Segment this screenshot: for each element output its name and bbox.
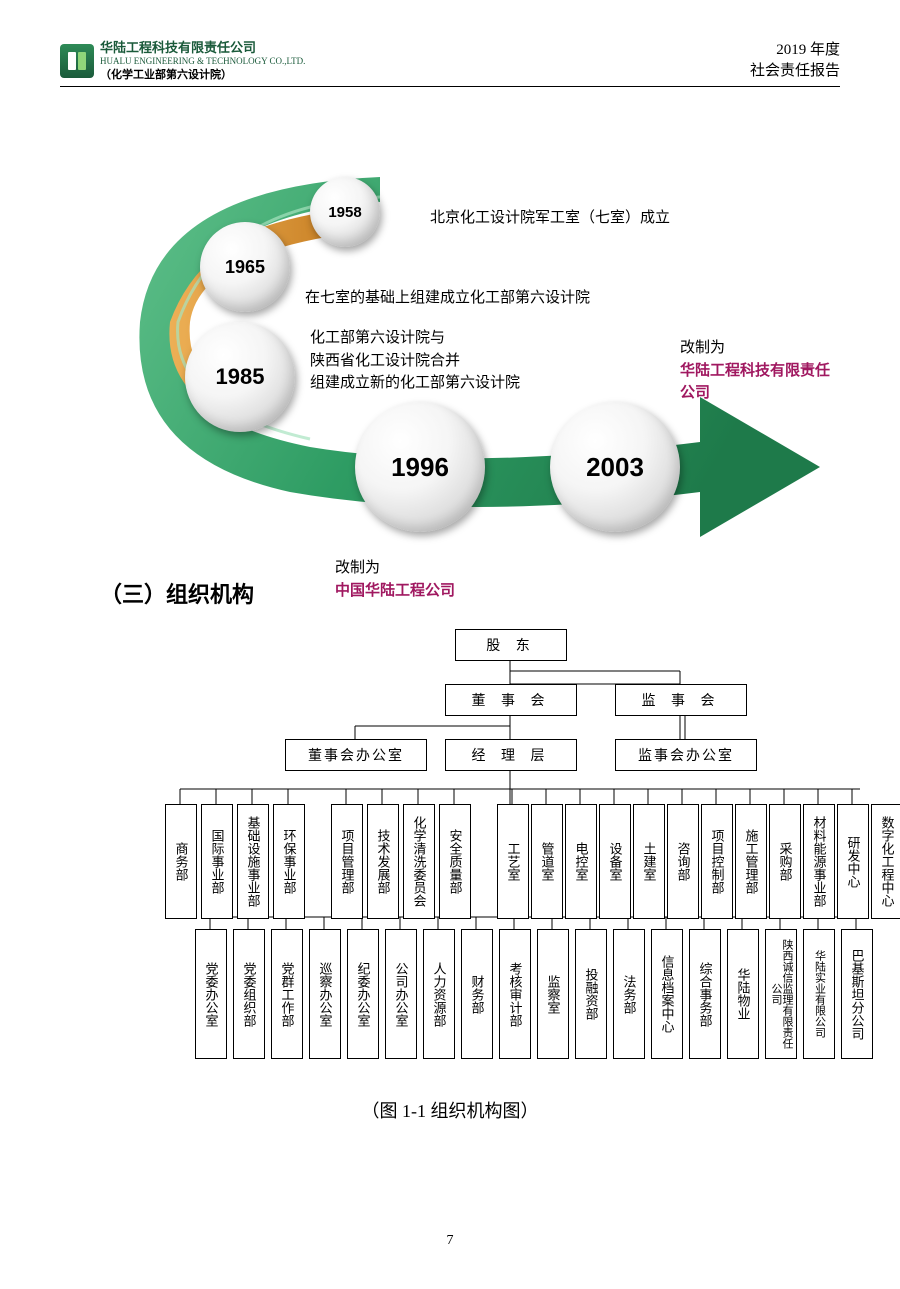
timeline-label: 在七室的基础上组建成立化工部第六设计院: [305, 287, 590, 310]
logo-block: 华陆工程科技有限责任公司 HUALU ENGINEERING & TECHNOL…: [60, 40, 305, 82]
org-dept: 环保事业部: [273, 804, 305, 919]
org-dept: 综合事务部: [689, 929, 721, 1059]
timeline-label: 化工部第六设计院与陕西省化工设计院合并组建成立新的化工部第六设计院: [310, 327, 520, 395]
org-dept: 材料能源事业部: [803, 804, 835, 919]
org-dept: 财务部: [461, 929, 493, 1059]
org-dept: 研发中心: [837, 804, 869, 919]
timeline-label: 改制为中国华陆工程公司: [335, 557, 455, 602]
org-dept: 商务部: [165, 804, 197, 919]
org-dept: 技术发展部: [367, 804, 399, 919]
org-dept: 党委组织部: [233, 929, 265, 1059]
section-heading: （三）组织机构: [100, 577, 840, 609]
org-box-jlc: 经 理 层: [445, 739, 577, 771]
org-dept: 项目控制部: [701, 804, 733, 919]
org-dept: 项目管理部: [331, 804, 363, 919]
org-dept: 土建室: [633, 804, 665, 919]
company-sub: （化学工业部第六设计院）: [100, 66, 305, 82]
org-box-dshbgs: 董事会办公室: [285, 739, 427, 771]
figure-caption: （图 1-1 组织机构图）: [60, 1097, 840, 1123]
timeline-node-1965: 1965: [200, 222, 290, 312]
org-dept: 纪委办公室: [347, 929, 379, 1059]
org-dept: 考核审计部: [499, 929, 531, 1059]
timeline-node-1996: 1996: [355, 402, 485, 532]
org-dept: 法务部: [613, 929, 645, 1059]
org-dept: 基础设施事业部: [237, 804, 269, 919]
org-dept: 党群工作部: [271, 929, 303, 1059]
org-dept: 巴基斯坦分公司: [841, 929, 873, 1059]
logo-icon: [60, 44, 94, 78]
page-number: 7: [0, 1233, 900, 1249]
org-dept: 投融资部: [575, 929, 607, 1059]
org-dept: 监察室: [537, 929, 569, 1059]
timeline-node-2003: 2003: [550, 402, 680, 532]
org-dept: 公司办公室: [385, 929, 417, 1059]
org-dept: 管道室: [531, 804, 563, 919]
org-dept: 人力资源部: [423, 929, 455, 1059]
org-dept: 采购部: [769, 804, 801, 919]
org-box-dsh: 董 事 会: [445, 684, 577, 716]
org-dept: 咨询部: [667, 804, 699, 919]
org-dept: 信息档案中心: [651, 929, 683, 1059]
org-dept: 华陆实业有限公司: [803, 929, 835, 1059]
org-box-gudong: 股 东: [455, 629, 567, 661]
timeline-label-highlight: 华陆工程科技有限责任公司: [680, 363, 830, 402]
org-dept: 数字化工程中心: [871, 804, 900, 919]
org-chart: 股 东董 事 会 监 事 会董事会办公室经 理 层 监事会办公室商务部国际事业部基础…: [60, 629, 840, 1079]
org-dept: 陕西诚信监理有限责任公司: [765, 929, 797, 1059]
org-dept: 工艺室: [497, 804, 529, 919]
org-dept: 安全质量部: [439, 804, 471, 919]
header-right: 2019 年度 社会责任报告: [750, 40, 840, 82]
timeline-node-1958: 1958: [310, 177, 380, 247]
org-dept: 电控室: [565, 804, 597, 919]
org-dept: 华陆物业: [727, 929, 759, 1059]
org-box-jsh: 监 事 会: [615, 684, 747, 716]
page-header: 华陆工程科技有限责任公司 HUALU ENGINEERING & TECHNOL…: [60, 40, 840, 87]
org-dept: 化学清洗委员会: [403, 804, 435, 919]
org-dept: 党委办公室: [195, 929, 227, 1059]
company-name-cn: 华陆工程科技有限责任公司: [100, 40, 305, 56]
timeline-label: 北京化工设计院军工室（七室）成立: [430, 207, 670, 230]
org-dept: 施工管理部: [735, 804, 767, 919]
report-year: 2019 年度: [750, 40, 840, 61]
report-title: 社会责任报告: [750, 61, 840, 82]
timeline-diagram: 19581965198519962003 北京化工设计院军工室（七室）成立在七室…: [60, 97, 840, 527]
timeline-label-highlight: 中国华陆工程公司: [335, 583, 455, 599]
company-name-en: HUALU ENGINEERING & TECHNOLOGY CO.,LTD.: [100, 56, 305, 66]
timeline-label: 改制为华陆工程科技有限责任公司: [680, 337, 840, 405]
org-dept: 巡察办公室: [309, 929, 341, 1059]
org-dept: 国际事业部: [201, 804, 233, 919]
timeline-node-1985: 1985: [185, 322, 295, 432]
org-box-jshbgs: 监事会办公室: [615, 739, 757, 771]
org-dept: 设备室: [599, 804, 631, 919]
